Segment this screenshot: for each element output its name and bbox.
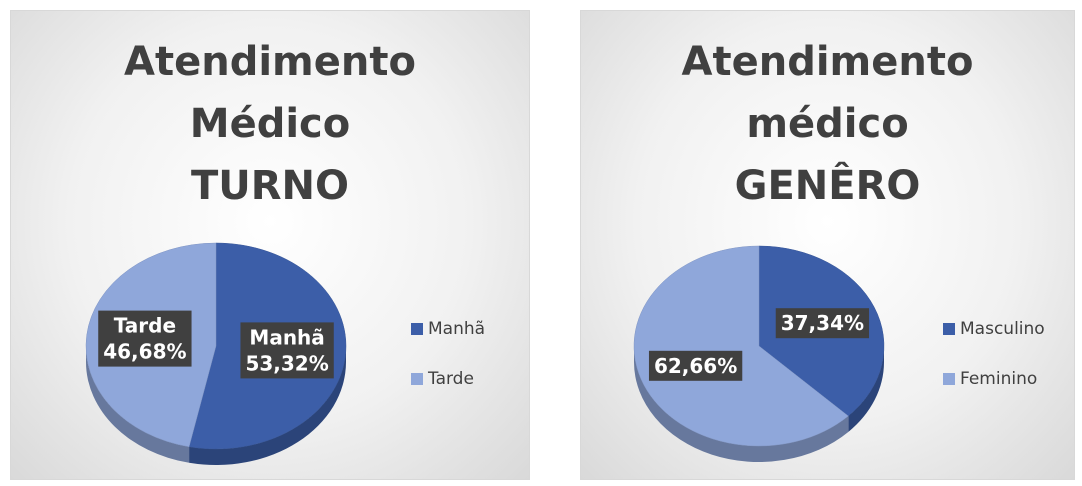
legend-label: Feminino [960, 369, 1037, 389]
legend-label: Masculino [960, 319, 1045, 339]
legend-label: Manhã [428, 319, 485, 339]
data-label-box [98, 310, 192, 367]
data-label-box [240, 322, 334, 379]
legend-swatch [943, 373, 955, 385]
legend-label: Tarde [427, 369, 474, 389]
chart-title: Atendimento médico GENÊRO [681, 39, 974, 209]
data-label-text: Manhã [249, 325, 324, 349]
data-label-text: 37,34% [781, 311, 864, 335]
legend-swatch [943, 323, 955, 335]
data-label-text: 62,66% [654, 354, 737, 378]
pie-slice-side [634, 346, 849, 462]
pie-slice-side [189, 346, 346, 465]
data-label-text: Tarde [114, 314, 176, 338]
data-label: 37,34% [775, 308, 870, 339]
chart-title: Atendimento Médico TURNO [124, 39, 416, 209]
data-label-box [775, 308, 870, 339]
pie-slice-side [848, 346, 884, 432]
pie-slice [633, 245, 849, 447]
pie-slice-side [86, 346, 190, 463]
data-label-box [648, 350, 743, 381]
chart: 37,34% 62,66% Masculino Feminino [633, 245, 1045, 462]
chart-panel: Atendimento Médico TURNO Manhã 53,32% Tard… [10, 10, 530, 480]
legend-swatch [411, 323, 423, 335]
data-label: 62,66% [648, 350, 743, 381]
chart-panel: Atendimento médico GENÊRO 37,34% 62,66% Ma… [580, 10, 1075, 480]
data-label-text: 46,68% [103, 340, 186, 364]
data-label-text: 53,32% [245, 351, 328, 375]
legend-swatch [411, 373, 423, 385]
